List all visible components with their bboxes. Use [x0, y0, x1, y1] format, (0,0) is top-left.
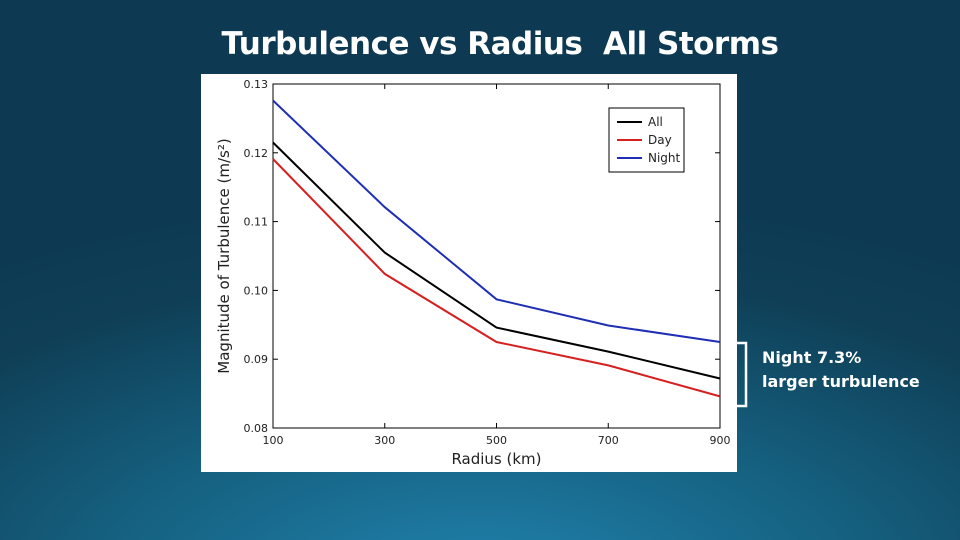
turbulence-line-chart: 100 300 500 700 9000.080.090.100.110.120.13 …: [215, 78, 731, 468]
legend-label-night: Night: [648, 151, 681, 165]
x-tick-label: 500: [486, 434, 507, 447]
annotation-text: Night 7.3% larger turbulence: [762, 346, 952, 394]
y-tick-label: 0.10: [244, 284, 269, 297]
x-tick-label: 300: [374, 434, 395, 447]
y-tick-label: 0.11: [244, 216, 269, 229]
y-axis-label: Magnitude of Turbulence (m/s²): [215, 138, 233, 373]
x-tick-label: 700: [598, 434, 619, 447]
y-tick-label: 0.09: [244, 353, 269, 366]
series-line-day: [272, 158, 721, 398]
series-line-night: [272, 99, 721, 343]
legend-label-all: All: [648, 115, 663, 129]
x-tick-label: 100: [263, 434, 284, 447]
annotation-line-2: larger turbulence: [762, 372, 920, 391]
y-tick-label: 0.08: [244, 422, 269, 435]
x-tick-label: 900: [710, 434, 731, 447]
y-tick-label: 0.12: [244, 147, 269, 160]
chart-panel: 100 300 500 700 900 0.08 0.09 0.10 0.11 0.12 0.13 …: [201, 74, 737, 472]
y-tick-label: 0.13: [244, 78, 269, 91]
annotation-line-1: Night 7.3%: [762, 348, 862, 367]
legend-label-day: Day: [648, 133, 672, 147]
annotation-bracket: [734, 341, 748, 408]
series-line-all: [272, 141, 721, 380]
slide-title: Turbulence vs Radius All Storms: [221, 26, 779, 62]
x-axis-label: Radius (km): [451, 450, 541, 468]
